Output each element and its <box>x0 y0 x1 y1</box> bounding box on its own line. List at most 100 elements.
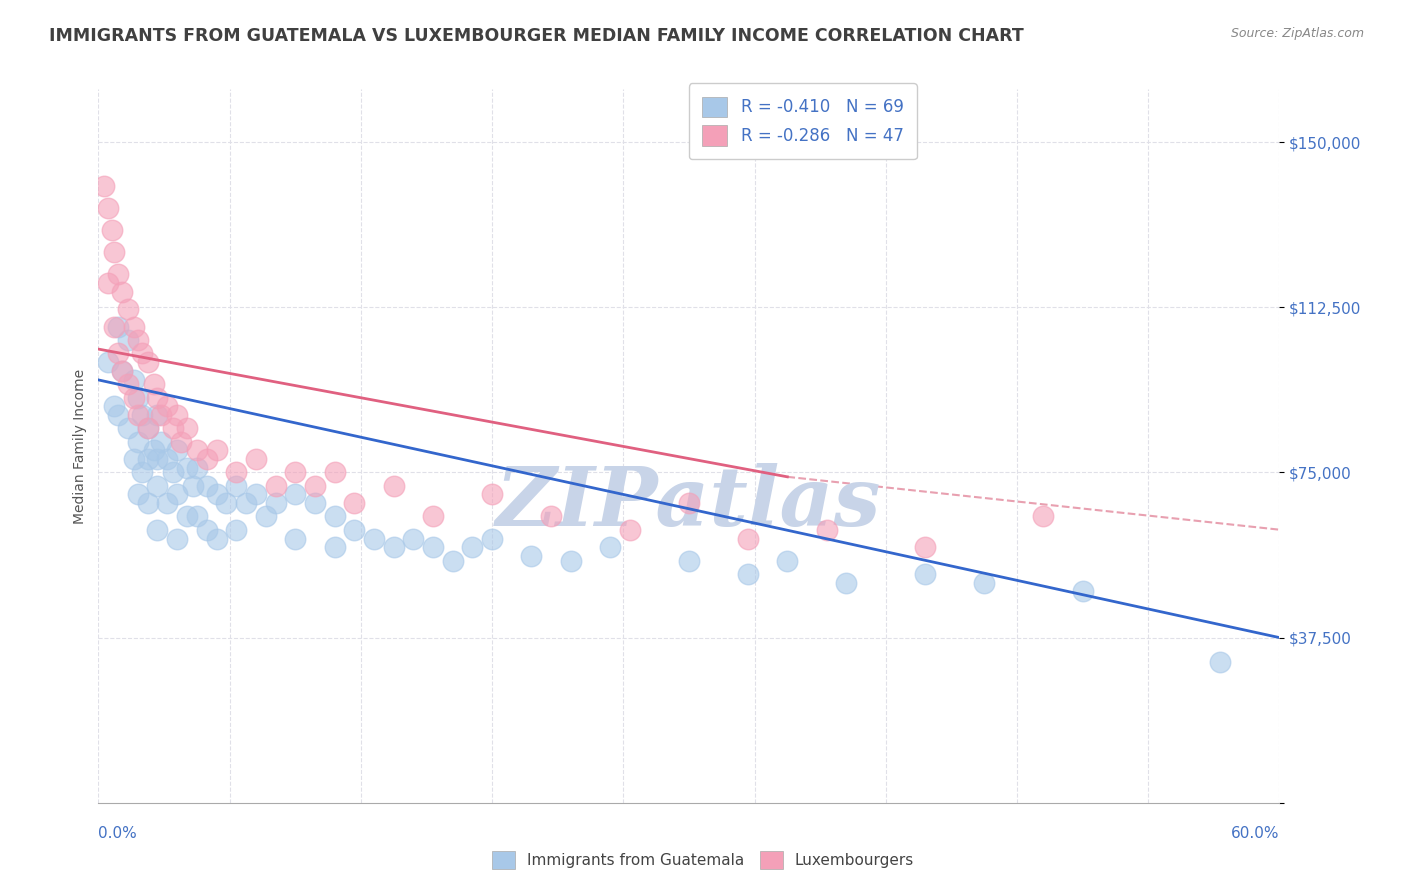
Point <box>117 302 139 317</box>
Point <box>1209 655 1232 669</box>
Point <box>215 496 238 510</box>
Point <box>1071 584 1094 599</box>
Point <box>186 509 208 524</box>
Point <box>914 541 936 555</box>
Point <box>560 553 582 567</box>
Point <box>117 333 139 347</box>
Point <box>101 223 124 237</box>
Point <box>520 549 543 563</box>
Point <box>166 532 188 546</box>
Point <box>323 509 346 524</box>
Point <box>195 478 218 492</box>
Point <box>914 566 936 581</box>
Point <box>225 478 247 492</box>
Point <box>146 391 169 405</box>
Point <box>131 346 153 360</box>
Point <box>186 461 208 475</box>
Point <box>245 487 267 501</box>
Point <box>146 452 169 467</box>
Point <box>481 532 503 546</box>
Point <box>127 391 149 405</box>
Point <box>122 452 145 467</box>
Point <box>461 541 484 555</box>
Point <box>162 421 184 435</box>
Point <box>111 364 134 378</box>
Point <box>619 523 641 537</box>
Point <box>481 487 503 501</box>
Point <box>146 408 169 422</box>
Point <box>127 434 149 449</box>
Point <box>176 461 198 475</box>
Point <box>225 466 247 480</box>
Point <box>136 355 159 369</box>
Point <box>181 478 204 492</box>
Point <box>205 532 228 546</box>
Point <box>264 478 287 492</box>
Point <box>146 478 169 492</box>
Point <box>176 421 198 435</box>
Text: ZIPatlas: ZIPatlas <box>496 463 882 543</box>
Point <box>122 373 145 387</box>
Point <box>225 523 247 537</box>
Point <box>150 408 173 422</box>
Point <box>166 443 188 458</box>
Point <box>131 408 153 422</box>
Legend: Immigrants from Guatemala, Luxembourgers: Immigrants from Guatemala, Luxembourgers <box>486 845 920 875</box>
Point <box>156 496 179 510</box>
Point <box>146 523 169 537</box>
Point <box>93 179 115 194</box>
Point <box>776 553 799 567</box>
Point <box>195 452 218 467</box>
Point <box>111 364 134 378</box>
Point <box>107 267 129 281</box>
Point <box>195 523 218 537</box>
Y-axis label: Median Family Income: Median Family Income <box>73 368 87 524</box>
Point <box>402 532 425 546</box>
Text: 0.0%: 0.0% <box>98 827 138 841</box>
Point <box>166 408 188 422</box>
Point <box>127 333 149 347</box>
Point <box>111 285 134 299</box>
Point <box>540 509 562 524</box>
Point <box>162 466 184 480</box>
Point <box>422 541 444 555</box>
Point <box>737 566 759 581</box>
Point <box>284 532 307 546</box>
Point <box>422 509 444 524</box>
Point <box>382 478 405 492</box>
Point <box>107 320 129 334</box>
Point <box>205 443 228 458</box>
Point <box>103 400 125 414</box>
Point <box>166 487 188 501</box>
Point <box>176 509 198 524</box>
Text: 60.0%: 60.0% <box>1232 827 1279 841</box>
Point <box>737 532 759 546</box>
Point <box>363 532 385 546</box>
Point <box>323 541 346 555</box>
Point <box>122 391 145 405</box>
Point <box>1032 509 1054 524</box>
Point <box>304 478 326 492</box>
Point <box>142 443 165 458</box>
Point <box>97 201 120 215</box>
Point <box>156 452 179 467</box>
Point <box>117 377 139 392</box>
Point <box>150 434 173 449</box>
Point <box>122 320 145 334</box>
Point <box>131 466 153 480</box>
Point <box>142 377 165 392</box>
Point <box>343 523 366 537</box>
Point <box>170 434 193 449</box>
Point <box>103 320 125 334</box>
Point <box>136 421 159 435</box>
Point <box>323 466 346 480</box>
Point <box>205 487 228 501</box>
Text: IMMIGRANTS FROM GUATEMALA VS LUXEMBOURGER MEDIAN FAMILY INCOME CORRELATION CHART: IMMIGRANTS FROM GUATEMALA VS LUXEMBOURGE… <box>49 27 1024 45</box>
Point <box>107 408 129 422</box>
Point <box>441 553 464 567</box>
Point <box>284 487 307 501</box>
Point <box>245 452 267 467</box>
Point <box>127 487 149 501</box>
Point <box>97 276 120 290</box>
Point <box>678 553 700 567</box>
